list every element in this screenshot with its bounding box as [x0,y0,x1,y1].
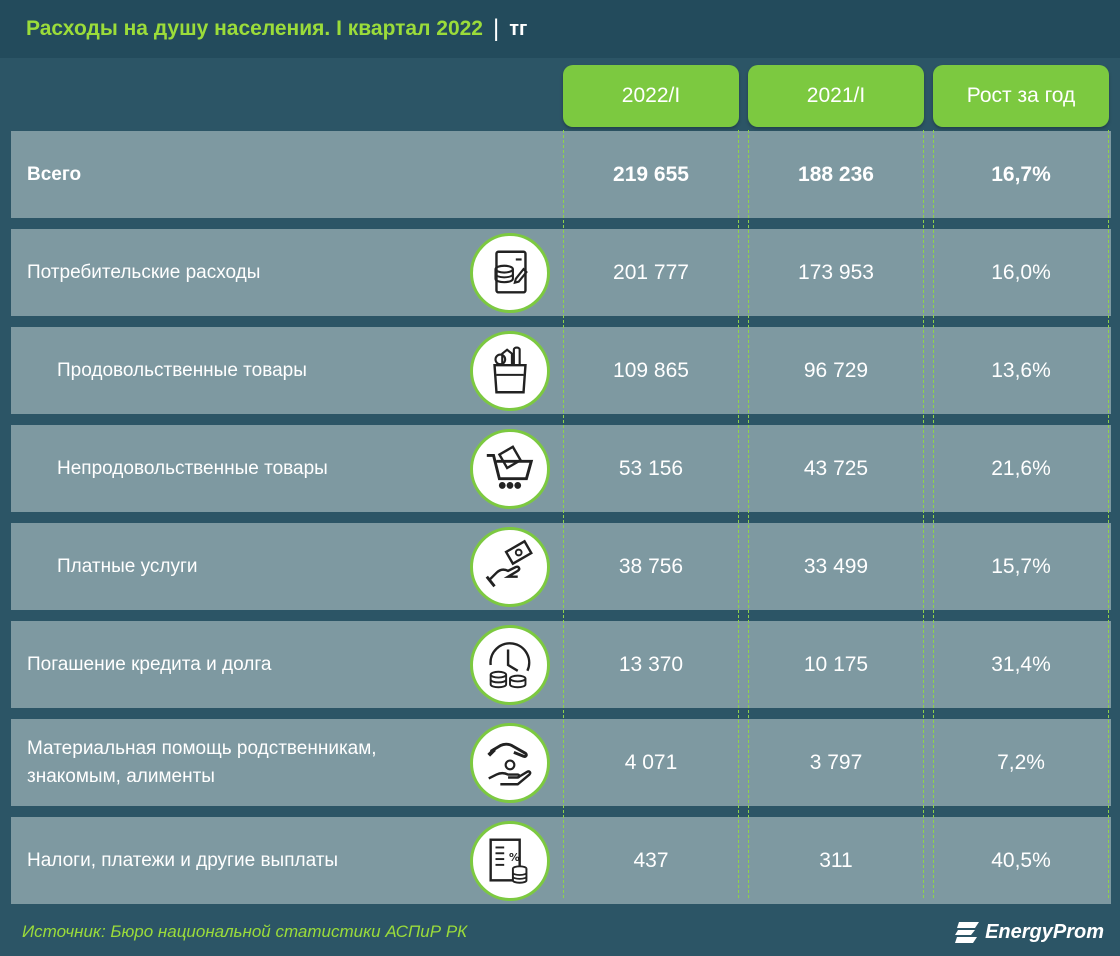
column-header-2: Рост за год [933,65,1109,127]
grocery-bag-icon [470,331,550,411]
shopping-cart-icon [470,429,550,509]
row-label: Погашение кредита и долга [11,621,271,708]
row-label-text: Непродовольственные товары [57,457,328,479]
energyprom-logo: EnergyProm [955,916,1104,948]
footer: Источник: Бюро национальной статистики А… [0,908,1120,956]
energyprom-logo-icon [955,922,980,943]
table-row: Непродовольственные товары 53 156 43 725 21… [11,425,1111,512]
hand-money-icon [470,527,550,607]
table-cell: 16,0% [991,260,1051,284]
table-cell: 96 729 [803,358,869,382]
table-row: Всего 219 655 188 236 16,7% [11,131,1111,218]
row-label: Непродовольственные товары [11,425,328,512]
row-label: Потребительские расходы [11,229,260,316]
table-cell: 109 865 [613,358,689,382]
row-label: Материальная помощь родственникам, знако… [11,719,377,806]
table-row: Налоги, платежи и другие выплаты% 437 311 4… [11,817,1111,904]
table-cell: 219 655 [613,162,689,186]
table-row: Материальная помощь родственникам, знако… [11,719,1111,806]
table-cell: 31,4% [991,652,1051,676]
table-cell: 3 797 [809,750,863,774]
title-separator: | [492,15,500,42]
table-cell: 201 777 [613,260,689,284]
table-cell: 437 [633,848,669,872]
row-label: Налоги, платежи и другие выплаты [11,817,338,904]
table-cell: 4 071 [624,750,678,774]
column-header-1: 2021/I [748,65,924,127]
row-label-text: Платные услуги [57,555,198,577]
row-label: Продовольственные товары [11,327,307,414]
svg-text:%: % [509,851,520,864]
table-cell: 173 953 [798,260,874,284]
row-label-text: Налоги, платежи и другие выплаты [27,849,339,871]
tax-document-icon: % [470,821,550,901]
table-cell: 16,7% [991,162,1051,186]
table-cell: 10 175 [803,652,869,676]
table-cell: 53 156 [618,456,684,480]
table-cell: 188 236 [798,162,874,186]
row-label-text: Потребительские расходы [27,261,261,283]
table-cell: 38 756 [618,554,684,578]
source-note: Источник: Бюро национальной статистики А… [22,922,468,941]
row-label-text: Продовольственные товары [57,359,307,381]
table-cell: 33 499 [803,554,869,578]
helping-hands-icon [470,723,550,803]
row-label: Всего [11,131,81,218]
title-bar: Расходы на душу населения. I квартал 202… [0,0,1120,58]
page-title: Расходы на душу населения. I квартал 202… [26,17,483,40]
table-cell: 15,7% [991,554,1051,578]
table-row: Продовольственные товары 109 865 96 729 13,… [11,327,1111,414]
logo-text: EnergyProm [985,920,1104,943]
row-label-text: Погашение кредита и долга [27,653,272,675]
table-row: Платные услуги 38 756 33 499 15,7% [11,523,1111,610]
column-header-0: 2022/I [563,65,739,127]
table-cell: 311 [819,848,853,872]
table-row: Погашение кредита и долга 13 370 10 175 31,… [11,621,1111,708]
table-row: Потребительские расходы 201 777 173 953 16,… [11,229,1111,316]
unit-label: тг [509,17,528,40]
table-cell: 13,6% [991,358,1051,382]
row-label-text: Материальная помощь родственникам, знако… [27,737,377,787]
receipt-icon [470,233,550,313]
row-label: Платные услуги [11,523,198,610]
table-cell: 43 725 [803,456,869,480]
table-cell: 21,6% [991,456,1051,480]
table-cell: 40,5% [991,848,1051,872]
clock-coins-icon [470,625,550,705]
table-cell: 13 370 [618,652,684,676]
row-label-text: Всего [27,163,82,185]
table-cell: 7,2% [997,750,1045,774]
